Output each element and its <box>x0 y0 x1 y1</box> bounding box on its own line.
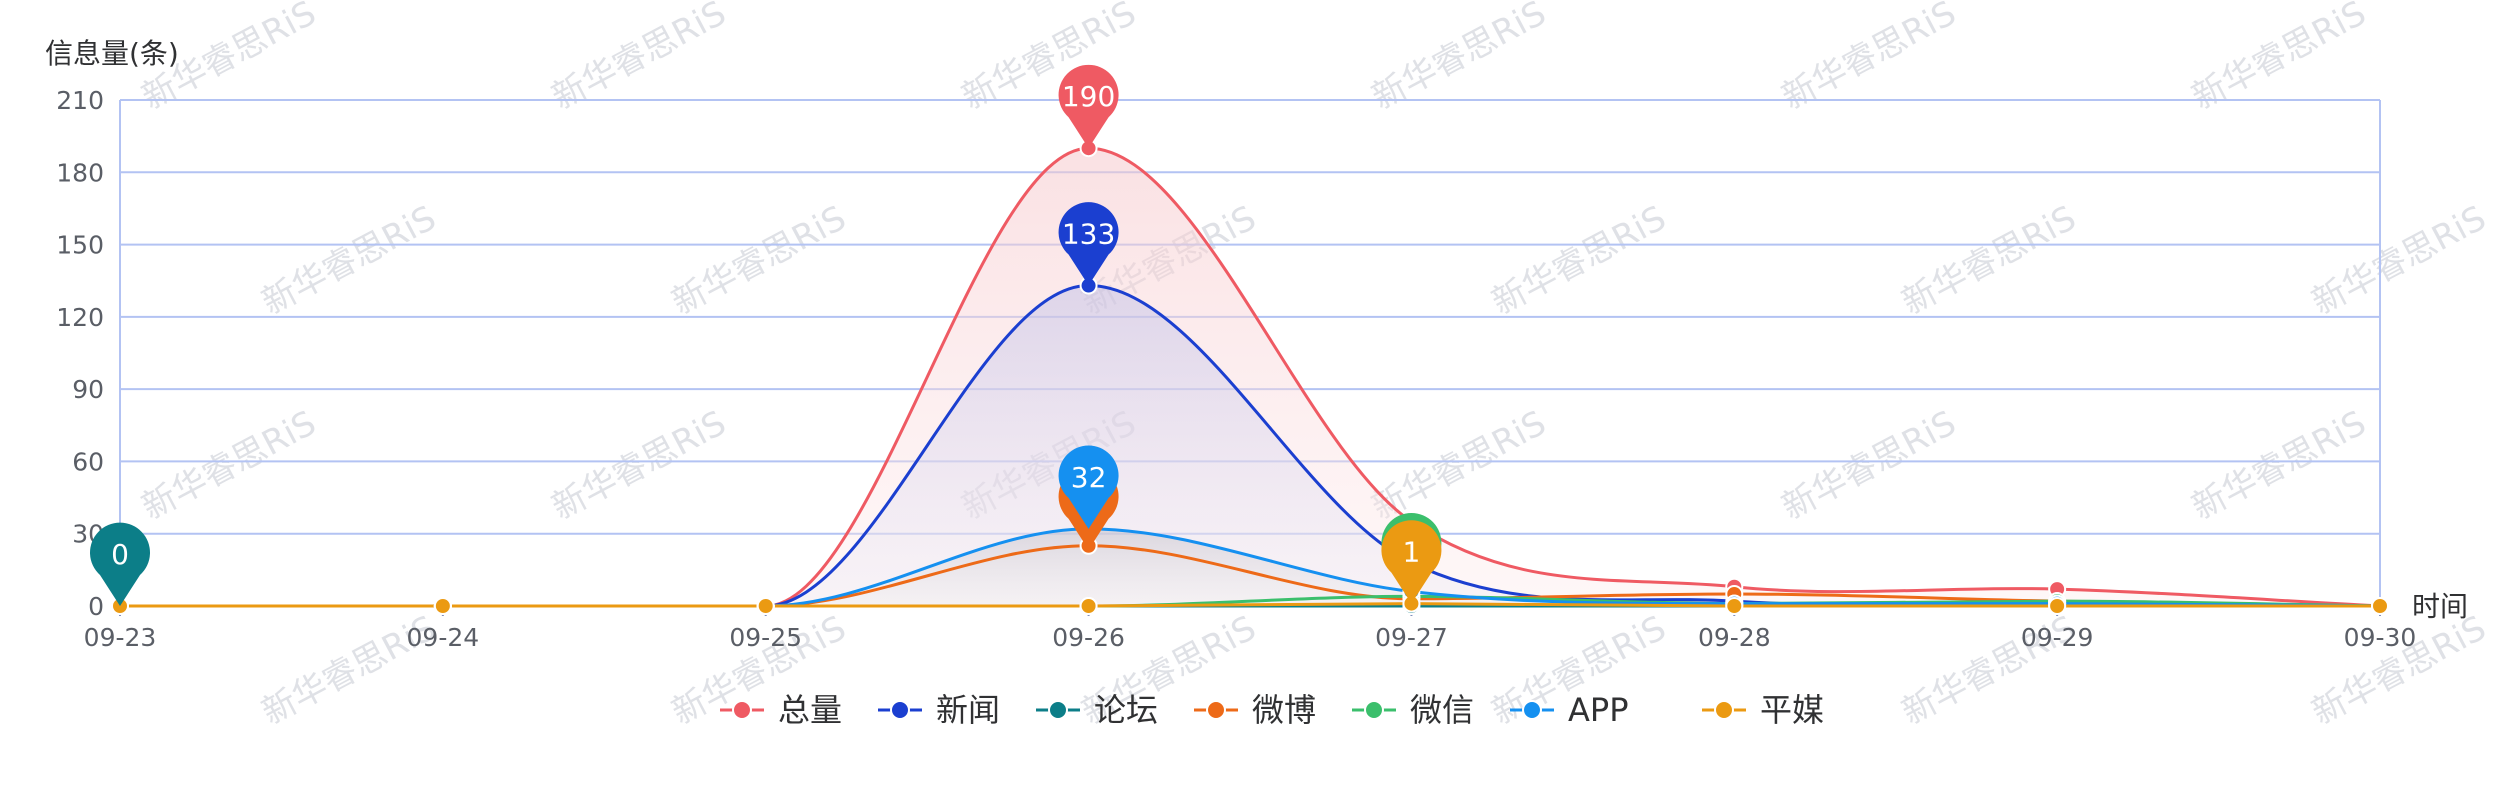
legend-item-2[interactable]: 论坛 <box>1036 691 1158 729</box>
legend-item-6[interactable]: 平媒 <box>1702 691 1824 729</box>
watermark-text: 新华睿思RiS <box>2305 198 2492 323</box>
pin-shape <box>90 522 150 606</box>
legend-marker <box>890 700 910 720</box>
data-point <box>1079 597 1098 615</box>
y-tick-label: 180 <box>56 158 104 187</box>
pin-label: 190 <box>1062 80 1115 113</box>
legend-label: APP <box>1568 691 1628 729</box>
legend-label: 总量 <box>778 691 842 729</box>
area-fills <box>120 148 2380 606</box>
watermark-text: 新华睿思RiS <box>545 403 732 528</box>
pin-shape <box>1058 202 1119 286</box>
legend-label: 平媒 <box>1760 691 1824 729</box>
y-tick-label: 0 <box>88 592 104 621</box>
legend-marker <box>1714 700 1734 720</box>
legend-label: 论坛 <box>1094 691 1158 729</box>
y-tick-label: 90 <box>72 375 104 404</box>
watermark-text: 新华睿思RiS <box>1485 198 1672 323</box>
pin-新闻: 133 <box>1058 202 1119 286</box>
legend-marker <box>732 700 752 720</box>
y-tick-label: 60 <box>72 447 104 476</box>
pin-shape <box>1058 64 1119 149</box>
x-tick-label: 09-28 <box>1698 623 1771 652</box>
watermark-layer: 新华睿思RiS 新华睿思RiS 新华睿思RiS 新华睿思RiS 新华睿思RiS 新华睿思R… <box>135 0 2492 733</box>
legend[interactable]: 总量 新闻 论坛 微博 微信 APP 平媒 <box>720 691 1824 729</box>
series-area-1 <box>120 285 2380 606</box>
x-tick-label: 09-23 <box>84 623 157 652</box>
pin-label: 133 <box>1062 218 1115 251</box>
y-tick-label: 150 <box>56 231 104 260</box>
legend-item-0[interactable]: 总量 <box>720 691 842 729</box>
data-point <box>756 597 775 615</box>
x-tick-label: 09-30 <box>2344 623 2417 652</box>
watermark-text: 新华睿思RiS <box>1895 198 2082 323</box>
x-tick-label: 09-27 <box>1375 623 1448 652</box>
x-tick-label: 09-24 <box>407 623 480 652</box>
x-tick-label: 09-25 <box>729 623 802 652</box>
watermark-text: 新华睿思RiS <box>255 198 442 323</box>
legend-marker <box>1206 700 1226 720</box>
pin-label: 32 <box>1071 461 1107 494</box>
legend-item-4[interactable]: 微信 <box>1352 691 1474 729</box>
pin-label: 0 <box>111 538 129 571</box>
watermark-text: 新华睿思RiS <box>665 198 852 323</box>
series-line-6 <box>120 602 2380 608</box>
x-axis-title: 时间 <box>2412 590 2468 623</box>
series-area-5 <box>120 528 2380 606</box>
legend-label: 微信 <box>1410 691 1474 729</box>
pin-APP: 32 <box>1058 445 1119 529</box>
data-point <box>433 597 452 615</box>
pin-label: 1 <box>1403 536 1421 569</box>
series-lines <box>120 146 2381 608</box>
watermark-text: 新华睿思RiS <box>1775 403 1962 528</box>
x-tick-label: 09-29 <box>2021 623 2094 652</box>
legend-marker <box>1048 700 1068 720</box>
legend-item-3[interactable]: 微博 <box>1194 691 1316 729</box>
legend-marker <box>1364 700 1384 720</box>
data-point <box>1725 597 1744 615</box>
data-point <box>2371 597 2389 615</box>
legend-item-1[interactable]: 新闻 <box>878 691 1000 729</box>
axes: 信息量(条) 时间 <box>45 37 2468 623</box>
y-axis-title: 信息量(条) <box>45 37 179 70</box>
x-tick-label: 09-26 <box>1052 623 1125 652</box>
watermark-text: 新华睿思RiS <box>2185 403 2372 528</box>
legend-label: 微博 <box>1252 691 1316 729</box>
pin-shape <box>1058 445 1119 529</box>
y-tick-label: 210 <box>56 86 104 115</box>
data-point <box>2048 597 2067 615</box>
watermark-text: 新华睿思RiS <box>135 403 322 528</box>
legend-marker <box>1522 700 1542 720</box>
pin-平媒: 1 <box>1381 520 1442 604</box>
y-tick-label: 120 <box>56 303 104 332</box>
pin-shape <box>1381 520 1442 604</box>
series-area-0 <box>120 148 2380 606</box>
legend-item-5[interactable]: APP <box>1510 691 1628 729</box>
marker-pins: 190 133 32 0 1 <box>90 64 1442 606</box>
pin-论坛: 0 <box>90 522 150 606</box>
pin-总量: 190 <box>1058 64 1119 149</box>
legend-label: 新闻 <box>936 691 1000 729</box>
